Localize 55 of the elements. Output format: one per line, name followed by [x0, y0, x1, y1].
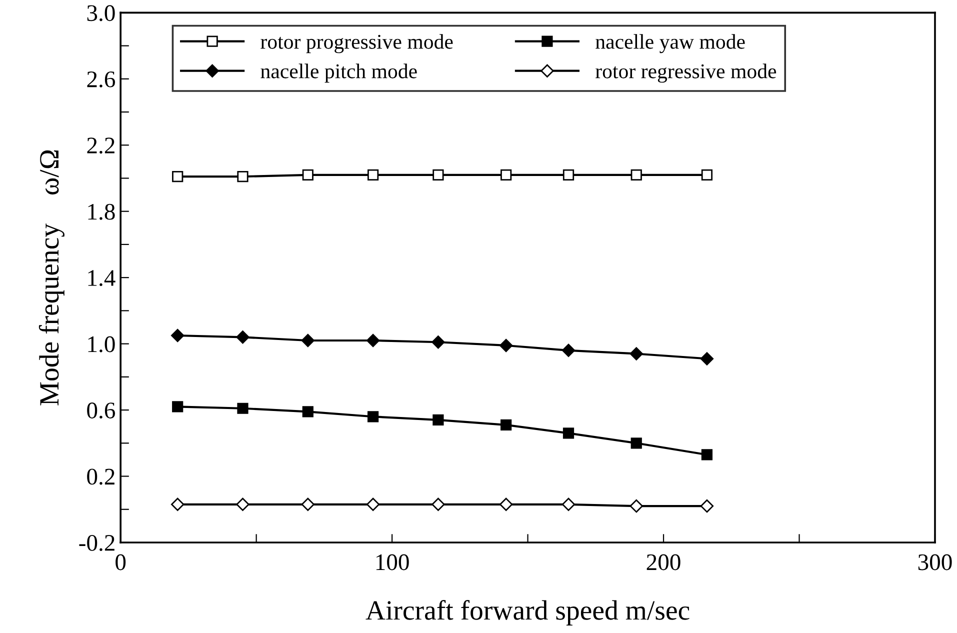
point: [701, 169, 713, 180]
point: [630, 438, 642, 449]
y-tick-label: 0.6: [87, 402, 116, 419]
y-tick-label: 3.0: [87, 5, 115, 22]
point: [236, 498, 250, 511]
point: [237, 402, 248, 414]
point: [700, 352, 714, 366]
point: [432, 414, 444, 426]
point: [172, 401, 184, 412]
point: [171, 328, 184, 342]
y-tick-label: 1.0: [88, 336, 115, 352]
x-tick-label: 200: [646, 554, 680, 570]
point: [499, 498, 513, 511]
point: [562, 344, 576, 358]
legend-label: rotor regressive mode: [596, 64, 776, 83]
point: [301, 498, 314, 511]
point: [302, 169, 314, 180]
point: [236, 330, 250, 344]
point: [500, 169, 512, 180]
y-tick-label: 2.6: [87, 71, 116, 88]
y-tick-label: 2.2: [87, 138, 114, 154]
legend-label: nacelle pitch mode: [260, 64, 417, 83]
point: [432, 336, 445, 349]
point: [701, 449, 713, 460]
point: [366, 334, 380, 348]
y-tick-label: 1.8: [88, 204, 115, 220]
point: [630, 499, 643, 513]
point: [171, 498, 184, 511]
point: [562, 428, 574, 439]
point: [367, 411, 379, 422]
point: [172, 171, 184, 182]
point: [562, 498, 576, 511]
point: [302, 406, 314, 418]
point: [432, 498, 445, 511]
point: [630, 169, 642, 180]
y-tick-label: -0.2: [79, 534, 114, 552]
x-tick-label: 300: [918, 554, 952, 570]
point: [432, 169, 444, 180]
point: [562, 169, 574, 180]
point: [700, 499, 714, 513]
point: [237, 171, 248, 182]
point: [630, 347, 643, 360]
point: [301, 334, 314, 348]
x-tick-label: 100: [376, 554, 409, 570]
point: [500, 419, 512, 430]
x-axis-title: Aircraft forward speed m/sec: [366, 600, 690, 626]
x-tick-label: 0: [116, 554, 126, 570]
point: [366, 498, 380, 511]
y-tick-label: 0.2: [87, 468, 114, 485]
y-axis-title: Mode frequency ω/Ω: [38, 150, 64, 406]
point: [367, 169, 379, 180]
point: [499, 338, 513, 352]
legend-label: rotor progressive mode: [260, 34, 453, 54]
y-tick-label: 1.4: [88, 270, 116, 286]
legend-label: nacelle yaw mode: [596, 34, 745, 54]
